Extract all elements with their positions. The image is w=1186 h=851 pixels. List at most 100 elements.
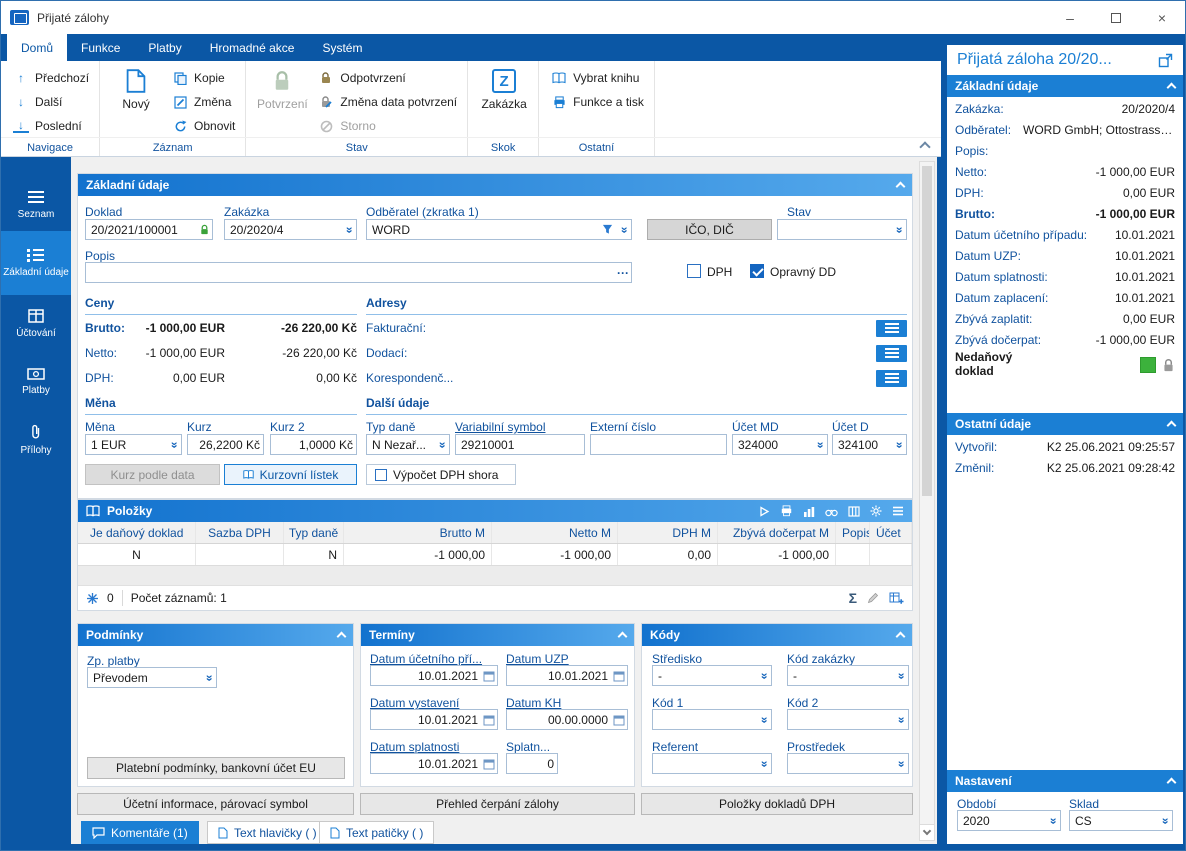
tab-komentare[interactable]: Komentáře (1) (81, 821, 199, 844)
datum-uctoveho-label[interactable]: Datum účetního pří... (370, 652, 483, 666)
typ-dane-field[interactable]: N Nezař... « (366, 434, 450, 455)
terminy-header[interactable]: Termíny (361, 624, 634, 646)
dropdown-icon[interactable]: « (812, 441, 826, 448)
kod2-field[interactable]: « (787, 709, 909, 730)
chart-icon[interactable] (803, 506, 815, 517)
collapse-icon[interactable] (895, 631, 906, 642)
polozky-cell[interactable] (836, 544, 870, 565)
dph-checkbox[interactable] (687, 264, 701, 278)
dropdown-icon[interactable]: « (893, 716, 907, 723)
datum-kh-field[interactable]: 00.00.0000 (506, 709, 628, 730)
gear-icon[interactable] (870, 505, 882, 517)
kurz2-field[interactable]: 1,0000 Kč (270, 434, 357, 455)
prehled-cerpani-button[interactable]: Přehled čerpání zálohy (360, 793, 635, 815)
popis-field[interactable]: ··· (85, 262, 632, 283)
polozky-column-header[interactable]: Netto M (492, 522, 618, 543)
collapse-icon[interactable] (1166, 82, 1177, 93)
datum-uzp-field[interactable]: 10.01.2021 (506, 665, 628, 686)
sidebar-item-prilohy[interactable]: Přílohy (1, 411, 71, 469)
polozky-column-header[interactable]: Typ daně (284, 522, 344, 543)
polozky-cell[interactable]: -1 000,00 (718, 544, 836, 565)
copy-button[interactable]: Kopie (166, 66, 241, 90)
menu-icon[interactable] (892, 506, 904, 516)
calendar-icon[interactable] (611, 670, 627, 682)
datum-uzp-label[interactable]: Datum UZP (506, 652, 569, 666)
variabilni-symbol-label[interactable]: Variabilní symbol (455, 420, 546, 434)
ucet-d-field[interactable]: 324100 « (832, 434, 907, 455)
minimize-button[interactable]: – (1047, 1, 1093, 34)
kurzovni-listek-button[interactable]: Kurzovní lístek (224, 464, 357, 485)
table-add-icon[interactable] (889, 592, 904, 605)
tab-text-hlavicky[interactable]: Text hlavičky ( ) (207, 821, 328, 844)
polozky-data-row[interactable]: N N -1 000,00 -1 000,00 0,00 -1 000,00 (78, 544, 912, 566)
dropdown-icon[interactable]: « (201, 674, 215, 681)
address-menu-button[interactable] (876, 319, 907, 337)
polozky-cell[interactable]: -1 000,00 (492, 544, 618, 565)
next-record-button[interactable]: ↓ Další (7, 90, 95, 114)
polozky-cell[interactable]: N (78, 544, 196, 565)
kod-zakazky-field[interactable]: - « (787, 665, 909, 686)
last-record-button[interactable]: ↓ Poslední (7, 114, 95, 138)
address-menu-button[interactable] (876, 344, 907, 362)
close-button[interactable]: × (1139, 1, 1185, 34)
calendar-icon[interactable] (481, 758, 497, 770)
dropdown-icon[interactable]: « (166, 441, 180, 448)
rp-ostatni-header[interactable]: Ostatní údaje (947, 413, 1183, 435)
sidebar-item-platby[interactable]: Platby (1, 353, 71, 411)
more-icon[interactable]: ··· (617, 265, 629, 280)
polozky-column-header[interactable]: Je daňový doklad (78, 522, 196, 543)
filter-icon[interactable] (600, 224, 615, 235)
tab-funkce[interactable]: Funkce (81, 40, 121, 55)
polozky-cell[interactable]: N (284, 544, 344, 565)
podminky-header[interactable]: Podmínky (78, 624, 353, 646)
change-confirm-date-button[interactable]: Změna data potvrzení (312, 90, 463, 114)
collapse-icon[interactable] (895, 181, 906, 192)
dropdown-icon[interactable]: « (756, 716, 770, 723)
zakladni-udaje-header[interactable]: Základní údaje (78, 174, 912, 196)
datum-vystaveni-field[interactable]: 10.01.2021 (370, 709, 498, 730)
unconfirm-button[interactable]: Odpotvrzení (312, 66, 463, 90)
edit-button[interactable]: Změna (166, 90, 241, 114)
sidebar-item-seznam[interactable]: Seznam (1, 179, 71, 231)
sklad-field[interactable]: CS « (1069, 810, 1173, 831)
datum-splatnosti-field[interactable]: 10.01.2021 (370, 753, 498, 774)
print-icon[interactable] (780, 505, 793, 517)
kody-header[interactable]: Kódy (642, 624, 912, 646)
datum-uctoveho-field[interactable]: 10.01.2021 (370, 665, 498, 686)
collapse-icon[interactable] (336, 631, 347, 642)
scrollbar-thumb[interactable] (922, 166, 932, 496)
variabilni-symbol-field[interactable]: 29210001 (455, 434, 585, 455)
polozky-column-header[interactable]: Brutto M (344, 522, 492, 543)
calendar-icon[interactable] (481, 670, 497, 682)
zp-platby-field[interactable]: Převodem « (87, 667, 217, 688)
collapse-icon[interactable] (1166, 420, 1177, 431)
stav-field[interactable]: « (777, 219, 907, 240)
sum-icon[interactable]: Σ (848, 590, 857, 606)
datum-kh-label[interactable]: Datum KH (506, 696, 562, 710)
dropdown-icon[interactable]: « (756, 672, 770, 679)
doklad-field[interactable]: 20/2021/100001 (85, 219, 213, 240)
mena-field[interactable]: 1 EUR « (85, 434, 182, 455)
odberatel-field[interactable]: WORD « (366, 219, 632, 240)
dropdown-icon[interactable]: « (891, 441, 905, 448)
binoculars-icon[interactable] (825, 506, 838, 517)
dropdown-icon[interactable]: « (341, 226, 355, 233)
collapse-icon[interactable] (617, 631, 628, 642)
dropdown-icon[interactable]: « (616, 226, 630, 233)
dropdown-icon[interactable]: « (434, 441, 448, 448)
polozky-cell[interactable]: 0,00 (618, 544, 718, 565)
kod1-field[interactable]: « (652, 709, 772, 730)
refresh-button[interactable]: Obnovit (166, 114, 241, 138)
datum-splatnosti-label[interactable]: Datum splatnosti (370, 740, 460, 754)
tab-hromadne-akce[interactable]: Hromadné akce (209, 40, 295, 55)
polozky-column-header[interactable]: Zbývá dočerpat M (718, 522, 836, 543)
dropdown-icon[interactable]: « (891, 226, 905, 233)
calendar-icon[interactable] (611, 714, 627, 726)
ribbon-collapse-icon[interactable] (919, 141, 931, 153)
select-book-button[interactable]: Vybrat knihu (545, 66, 650, 90)
opravny-dd-checkbox[interactable] (750, 264, 764, 278)
polozky-column-header[interactable]: DPH M (618, 522, 718, 543)
externi-cislo-field[interactable] (590, 434, 727, 455)
polozky-dokladu-dph-button[interactable]: Položky dokladů DPH (641, 793, 913, 815)
polozky-cell[interactable] (196, 544, 284, 565)
